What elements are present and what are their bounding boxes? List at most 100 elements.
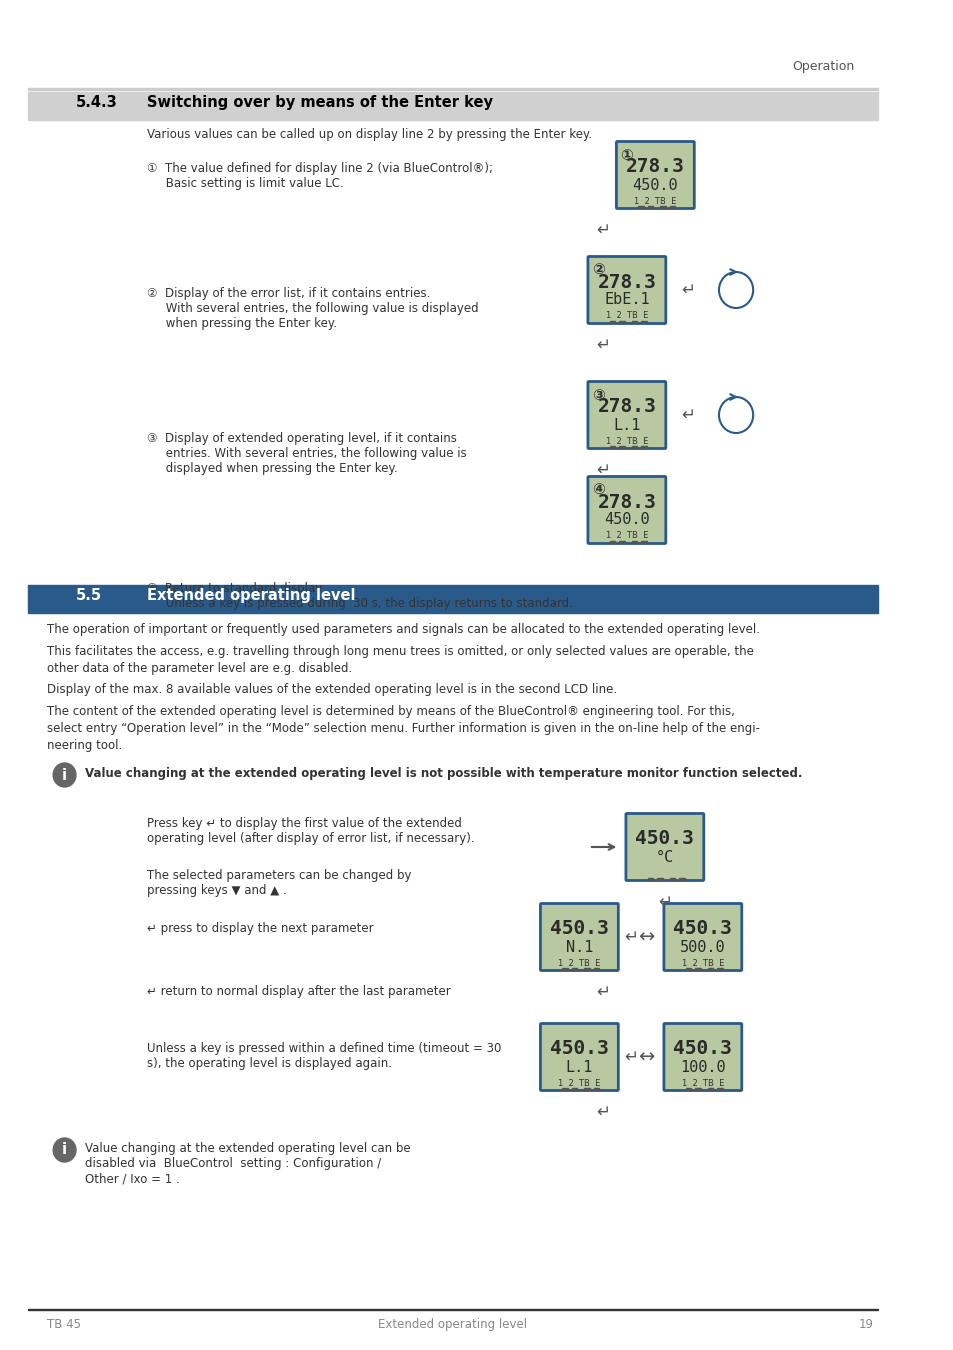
- Text: 1  2  TB  E: 1 2 TB E: [605, 436, 647, 446]
- Text: The content of the extended operating level is determined by means of the BlueCo: The content of the extended operating le…: [48, 705, 760, 752]
- Text: 19: 19: [858, 1318, 873, 1331]
- Bar: [618, 541, 624, 543]
- FancyBboxPatch shape: [625, 814, 703, 880]
- Text: ②: ②: [591, 262, 604, 278]
- Text: Various values can be called up on display line 2 by pressing the Enter key.: Various values can be called up on displ…: [147, 128, 592, 140]
- Text: s), the operating level is displayed again.: s), the operating level is displayed aga…: [147, 1057, 392, 1071]
- Text: ④: ④: [591, 482, 604, 498]
- Bar: [669, 878, 675, 880]
- Bar: [695, 1088, 700, 1089]
- Text: 100.0: 100.0: [679, 1060, 725, 1075]
- FancyBboxPatch shape: [587, 477, 665, 544]
- Bar: [685, 1088, 691, 1089]
- FancyBboxPatch shape: [539, 1023, 618, 1091]
- FancyBboxPatch shape: [616, 142, 694, 208]
- Text: 1  2  TB  E: 1 2 TB E: [681, 958, 723, 968]
- Text: Basic setting is limit value LC.: Basic setting is limit value LC.: [147, 177, 344, 190]
- Text: 450.0: 450.0: [632, 177, 678, 193]
- Text: when pressing the Enter key.: when pressing the Enter key.: [147, 317, 336, 329]
- Text: ↵: ↵: [596, 1103, 609, 1120]
- Text: N.1: N.1: [565, 940, 593, 954]
- Bar: [618, 446, 624, 448]
- Text: L.1: L.1: [613, 417, 639, 432]
- Text: EbE.1: EbE.1: [603, 293, 649, 308]
- Text: The operation of important or frequently used parameters and signals can be allo: The operation of important or frequently…: [48, 622, 760, 636]
- Bar: [583, 968, 589, 971]
- Text: 278.3: 278.3: [597, 273, 656, 292]
- Text: ↵: ↵: [681, 281, 695, 298]
- Bar: [669, 207, 675, 208]
- Text: 450.3: 450.3: [550, 919, 608, 938]
- Text: ④  Return to standard display: ④ Return to standard display: [147, 582, 322, 595]
- Text: 450.3: 450.3: [635, 829, 694, 849]
- Bar: [561, 968, 567, 971]
- FancyBboxPatch shape: [539, 903, 618, 971]
- Bar: [29, 585, 877, 613]
- Text: 450.0: 450.0: [603, 513, 649, 528]
- Text: ①: ①: [619, 147, 633, 162]
- FancyBboxPatch shape: [663, 1023, 741, 1091]
- Text: Switching over by means of the Enter key: Switching over by means of the Enter key: [147, 95, 493, 109]
- Text: ↵ return to normal display after the last parameter: ↵ return to normal display after the las…: [147, 986, 451, 998]
- Circle shape: [53, 763, 76, 787]
- Bar: [609, 321, 615, 323]
- Text: displayed when pressing the Enter key.: displayed when pressing the Enter key.: [147, 462, 397, 475]
- Text: i: i: [62, 1142, 67, 1157]
- Text: 1  2  TB  E: 1 2 TB E: [605, 312, 647, 320]
- Bar: [647, 207, 653, 208]
- Text: 5.4.3: 5.4.3: [76, 95, 117, 109]
- Bar: [647, 878, 653, 880]
- Text: ↔: ↔: [637, 1048, 654, 1067]
- Text: Extended operating level: Extended operating level: [378, 1318, 527, 1331]
- Bar: [707, 968, 713, 971]
- Text: Unless a key is pressed during  30 s, the display returns to standard.: Unless a key is pressed during 30 s, the…: [147, 597, 573, 610]
- Bar: [593, 968, 598, 971]
- Text: ↵: ↵: [596, 221, 609, 239]
- Bar: [640, 321, 646, 323]
- Bar: [29, 92, 877, 120]
- Text: 1  2  TB  E: 1 2 TB E: [605, 532, 647, 540]
- Text: 1  2  TB  E: 1 2 TB E: [634, 197, 676, 205]
- Bar: [695, 968, 700, 971]
- Bar: [593, 1088, 598, 1089]
- Text: Unless a key is pressed within a defined time (timeout = 30: Unless a key is pressed within a defined…: [147, 1042, 501, 1054]
- Text: Press key ↵ to display the first value of the extended: Press key ↵ to display the first value o…: [147, 817, 461, 830]
- Text: 278.3: 278.3: [597, 493, 656, 512]
- Bar: [631, 321, 637, 323]
- Text: ↔: ↔: [637, 927, 654, 946]
- Text: ↵: ↵: [624, 927, 638, 946]
- Text: 450.3: 450.3: [550, 1040, 608, 1058]
- Text: ↵: ↵: [596, 983, 609, 1000]
- Text: ③  Display of extended operating level, if it contains: ③ Display of extended operating level, i…: [147, 432, 456, 446]
- Text: 1  2  TB  E: 1 2 TB E: [681, 1079, 723, 1088]
- Text: operating level (after display of error list, if necessary).: operating level (after display of error …: [147, 832, 475, 845]
- Text: 1  2  TB  E: 1 2 TB E: [558, 1079, 600, 1088]
- Bar: [561, 1088, 567, 1089]
- Bar: [640, 541, 646, 543]
- Bar: [638, 207, 643, 208]
- Text: disabled via  BlueControl  setting : Configuration /: disabled via BlueControl setting : Confi…: [86, 1157, 381, 1170]
- Text: entries. With several entries, the following value is: entries. With several entries, the follo…: [147, 447, 466, 460]
- Text: ↵ press to display the next parameter: ↵ press to display the next parameter: [147, 922, 374, 936]
- Bar: [685, 968, 691, 971]
- Bar: [571, 968, 577, 971]
- Text: 278.3: 278.3: [625, 158, 684, 177]
- Bar: [717, 1088, 722, 1089]
- Bar: [631, 541, 637, 543]
- Text: ↵: ↵: [681, 406, 695, 424]
- Bar: [631, 446, 637, 448]
- Text: ↵: ↵: [624, 1048, 638, 1067]
- FancyBboxPatch shape: [587, 256, 665, 324]
- Bar: [657, 878, 662, 880]
- Text: °C: °C: [655, 849, 673, 864]
- Bar: [640, 446, 646, 448]
- Text: Operation: Operation: [792, 59, 854, 73]
- Text: This facilitates the access, e.g. travelling through long menu trees is omitted,: This facilitates the access, e.g. travel…: [48, 645, 754, 675]
- Bar: [679, 878, 684, 880]
- Text: 450.3: 450.3: [673, 919, 732, 938]
- Bar: [618, 321, 624, 323]
- Bar: [609, 541, 615, 543]
- Text: ↵: ↵: [658, 892, 671, 911]
- Text: ①  The value defined for display line 2 (via BlueControl®);: ① The value defined for display line 2 (…: [147, 162, 493, 176]
- Text: ↵: ↵: [596, 460, 609, 479]
